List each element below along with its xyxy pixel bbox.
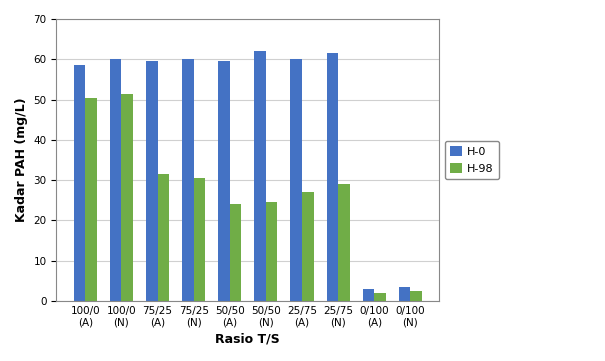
Bar: [110, 59, 122, 301]
Bar: [85, 97, 97, 301]
Bar: [362, 289, 374, 301]
Bar: [194, 178, 205, 301]
Y-axis label: Kadar PAH (mg/L): Kadar PAH (mg/L): [15, 98, 28, 222]
Bar: [230, 204, 241, 301]
Bar: [338, 184, 350, 301]
Bar: [122, 93, 133, 301]
Bar: [182, 59, 194, 301]
Legend: H-0, H-98: H-0, H-98: [445, 141, 499, 179]
Bar: [157, 174, 169, 301]
Bar: [327, 53, 338, 301]
X-axis label: Rasio T/S: Rasio T/S: [215, 333, 280, 346]
Bar: [266, 202, 278, 301]
Bar: [74, 65, 85, 301]
Bar: [254, 51, 266, 301]
Bar: [218, 61, 230, 301]
Bar: [374, 293, 386, 301]
Bar: [146, 61, 157, 301]
Bar: [290, 59, 302, 301]
Bar: [302, 192, 313, 301]
Bar: [410, 291, 422, 301]
Bar: [399, 287, 410, 301]
